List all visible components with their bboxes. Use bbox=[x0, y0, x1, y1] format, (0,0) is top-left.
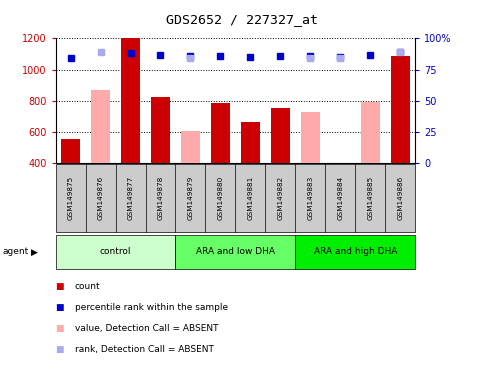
Text: ▶: ▶ bbox=[31, 247, 38, 257]
Bar bbox=[181, 131, 200, 163]
Text: count: count bbox=[75, 281, 100, 291]
Text: GSM149885: GSM149885 bbox=[368, 176, 373, 220]
Text: GSM149883: GSM149883 bbox=[307, 176, 313, 220]
Text: GSM149875: GSM149875 bbox=[68, 176, 73, 220]
Text: GSM149876: GSM149876 bbox=[98, 176, 103, 220]
Text: GSM149882: GSM149882 bbox=[277, 176, 284, 220]
Bar bbox=[241, 122, 260, 163]
Bar bbox=[270, 108, 290, 163]
Text: ARA and high DHA: ARA and high DHA bbox=[314, 247, 397, 257]
Bar bbox=[61, 139, 80, 163]
Text: ARA and low DHA: ARA and low DHA bbox=[196, 247, 275, 257]
Bar bbox=[91, 90, 110, 163]
Text: ■: ■ bbox=[56, 303, 64, 312]
Text: GSM149884: GSM149884 bbox=[338, 176, 343, 220]
Bar bbox=[151, 97, 170, 163]
Text: GSM149879: GSM149879 bbox=[187, 176, 194, 220]
Text: GDS2652 / 227327_at: GDS2652 / 227327_at bbox=[166, 13, 317, 26]
Text: ■: ■ bbox=[56, 345, 64, 354]
Text: control: control bbox=[100, 247, 131, 257]
Text: GSM149881: GSM149881 bbox=[247, 176, 254, 220]
Text: GSM149886: GSM149886 bbox=[398, 176, 403, 220]
Bar bbox=[121, 38, 140, 163]
Bar bbox=[391, 56, 410, 163]
Text: ■: ■ bbox=[56, 281, 64, 291]
Text: GSM149877: GSM149877 bbox=[128, 176, 133, 220]
Text: percentile rank within the sample: percentile rank within the sample bbox=[75, 303, 228, 312]
Text: ■: ■ bbox=[56, 324, 64, 333]
Bar bbox=[211, 103, 230, 163]
Text: value, Detection Call = ABSENT: value, Detection Call = ABSENT bbox=[75, 324, 218, 333]
Text: rank, Detection Call = ABSENT: rank, Detection Call = ABSENT bbox=[75, 345, 214, 354]
Bar bbox=[301, 112, 320, 163]
Text: agent: agent bbox=[2, 247, 28, 257]
Bar bbox=[361, 103, 380, 163]
Text: GSM149880: GSM149880 bbox=[217, 176, 224, 220]
Text: GSM149878: GSM149878 bbox=[157, 176, 164, 220]
